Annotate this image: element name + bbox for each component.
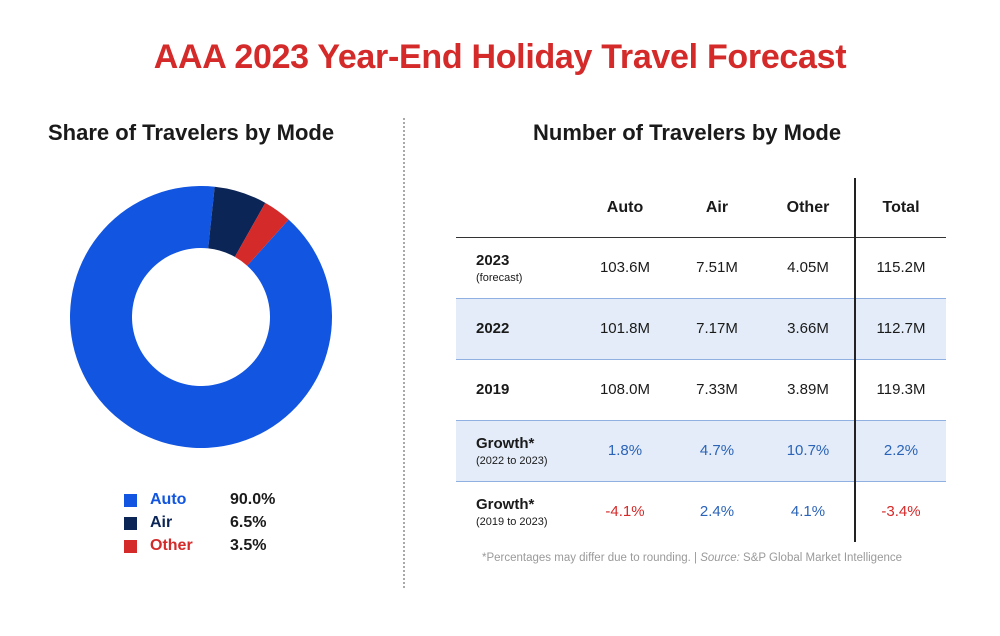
cell: 4.7% (699, 442, 735, 459)
table-title: Number of Travelers by Mode (533, 120, 842, 145)
travelers-table: Auto Air Other Total 2023 (forecast) 103… (456, 178, 946, 542)
row-rule (456, 481, 946, 482)
legend-swatch-air (124, 517, 137, 530)
table-row: 2019 108.0M 7.33M 3.89M 119.3M (456, 360, 946, 420)
row-label: 2019 (476, 381, 510, 398)
table-row: Growth* (2019 to 2023) -4.1% 2.4% 4.1% -… (456, 482, 946, 542)
header-rule (456, 237, 946, 238)
legend-value-other: 3.5% (230, 537, 267, 554)
footnote: *Percentages may differ due to rounding.… (482, 552, 902, 564)
table-header-row: Auto Air Other Total (456, 178, 946, 238)
cell: 112.7M (876, 320, 926, 337)
row-sublabel: (2022 to 2023) (476, 455, 548, 467)
cell: 7.51M (696, 259, 738, 276)
cell: 4.05M (787, 259, 829, 276)
cell: 119.3M (876, 381, 926, 398)
legend-swatch-auto (124, 494, 137, 507)
legend-label-auto: Auto (150, 491, 187, 508)
row-rule (456, 359, 946, 360)
table-row: Growth* (2022 to 2023) 1.8% 4.7% 10.7% 2… (456, 421, 946, 481)
row-sublabel: (forecast) (476, 272, 523, 284)
footnote-source: S&P Global Market Intelligence (739, 552, 903, 564)
table-row: 2023 (forecast) 103.6M 7.51M 4.05M 115.2… (456, 238, 946, 298)
legend-item-air: Air 6.5% (124, 514, 304, 537)
donut-slice-air (208, 186, 266, 257)
footnote-source-label: Source: (700, 552, 740, 564)
cell: 103.6M (599, 259, 651, 276)
row-sublabel: (2019 to 2023) (476, 516, 548, 528)
row-rule (456, 420, 946, 421)
cell: 10.7% (786, 442, 830, 459)
legend-value-air: 6.5% (230, 514, 267, 531)
footnote-text: *Percentages may differ due to rounding.… (482, 552, 701, 564)
column-header-auto: Auto (606, 199, 644, 216)
donut-legend: Auto 90.0% Air 6.5% Other 3.5% (124, 491, 304, 560)
legend-label-air: Air (150, 514, 173, 531)
row-label: Growth* (476, 496, 535, 513)
row-label: 2023 (476, 252, 510, 269)
row-rule (456, 298, 946, 299)
cell: 1.8% (607, 442, 643, 459)
total-column-rule (854, 178, 856, 542)
column-header-air: Air (705, 199, 729, 216)
legend-swatch-other (124, 540, 137, 553)
donut-slice-auto (70, 186, 332, 448)
table-row: 2022 101.8M 7.17M 3.66M 112.7M (456, 299, 946, 359)
cell: 4.1% (790, 503, 826, 520)
cell: 7.33M (696, 381, 738, 398)
donut-chart-title: Share of Travelers by Mode (48, 120, 335, 145)
donut-chart (70, 186, 332, 448)
donut-slice-other (234, 202, 289, 266)
column-header-other: Other (786, 199, 830, 216)
page-title: AAA 2023 Year-End Holiday Travel Forecas… (153, 38, 847, 76)
legend-value-auto: 90.0% (230, 491, 276, 508)
cell: 3.66M (787, 320, 829, 337)
cell: -4.1% (605, 503, 645, 520)
cell: 2.4% (699, 503, 735, 520)
dotted-divider (403, 118, 405, 588)
legend-item-auto: Auto 90.0% (124, 491, 304, 514)
column-header-total: Total (882, 199, 920, 216)
cell: 3.89M (787, 381, 829, 398)
cell: 108.0M (599, 381, 651, 398)
cell: 2.2% (883, 442, 919, 459)
legend-label-other: Other (150, 537, 193, 554)
cell: 7.17M (696, 320, 738, 337)
cell: 115.2M (876, 259, 926, 276)
row-label: Growth* (476, 435, 535, 452)
row-label: 2022 (476, 320, 510, 337)
legend-item-other: Other 3.5% (124, 537, 304, 560)
cell: -3.4% (881, 503, 921, 520)
cell: 101.8M (599, 320, 651, 337)
